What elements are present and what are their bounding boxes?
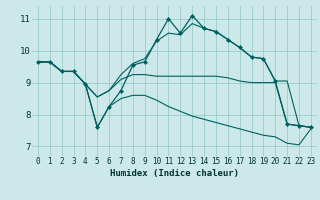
X-axis label: Humidex (Indice chaleur): Humidex (Indice chaleur) xyxy=(110,169,239,178)
